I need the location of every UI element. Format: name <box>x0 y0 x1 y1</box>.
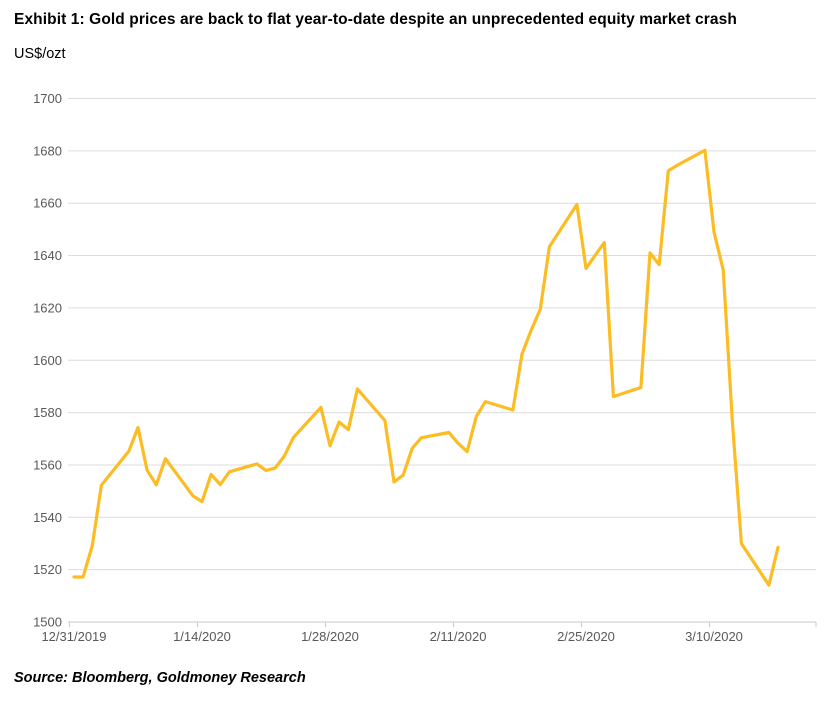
chart-title: Exhibit 1: Gold prices are back to flat … <box>14 11 737 28</box>
y-tick-label: 1620 <box>33 300 62 315</box>
x-tick-label: 1/28/2020 <box>301 629 359 644</box>
x-tick-label: 3/10/2020 <box>685 629 743 644</box>
source-note: Source: Bloomberg, Goldmoney Research <box>14 670 306 686</box>
y-tick-label: 1680 <box>33 143 62 158</box>
y-tick-label: 1560 <box>33 457 62 472</box>
y-tick-label: 1540 <box>33 510 62 525</box>
y-tick-label: 1660 <box>33 196 62 211</box>
y-tick-label: 1580 <box>33 405 62 420</box>
x-tick-label: 12/31/2019 <box>41 629 106 644</box>
x-tick-label: 1/14/2020 <box>173 629 231 644</box>
gold-price-line <box>72 148 780 587</box>
y-tick-label: 1700 <box>33 91 62 106</box>
x-tick-label: 2/11/2020 <box>430 629 487 644</box>
y-tick-label: 1520 <box>33 562 62 577</box>
y-tick-label: 1600 <box>33 353 62 368</box>
y-axis-units-label: US$/ozt <box>14 46 66 62</box>
x-tick-label: 2/25/2020 <box>557 629 615 644</box>
y-tick-label: 1500 <box>33 615 62 630</box>
y-tick-label: 1640 <box>33 248 62 263</box>
